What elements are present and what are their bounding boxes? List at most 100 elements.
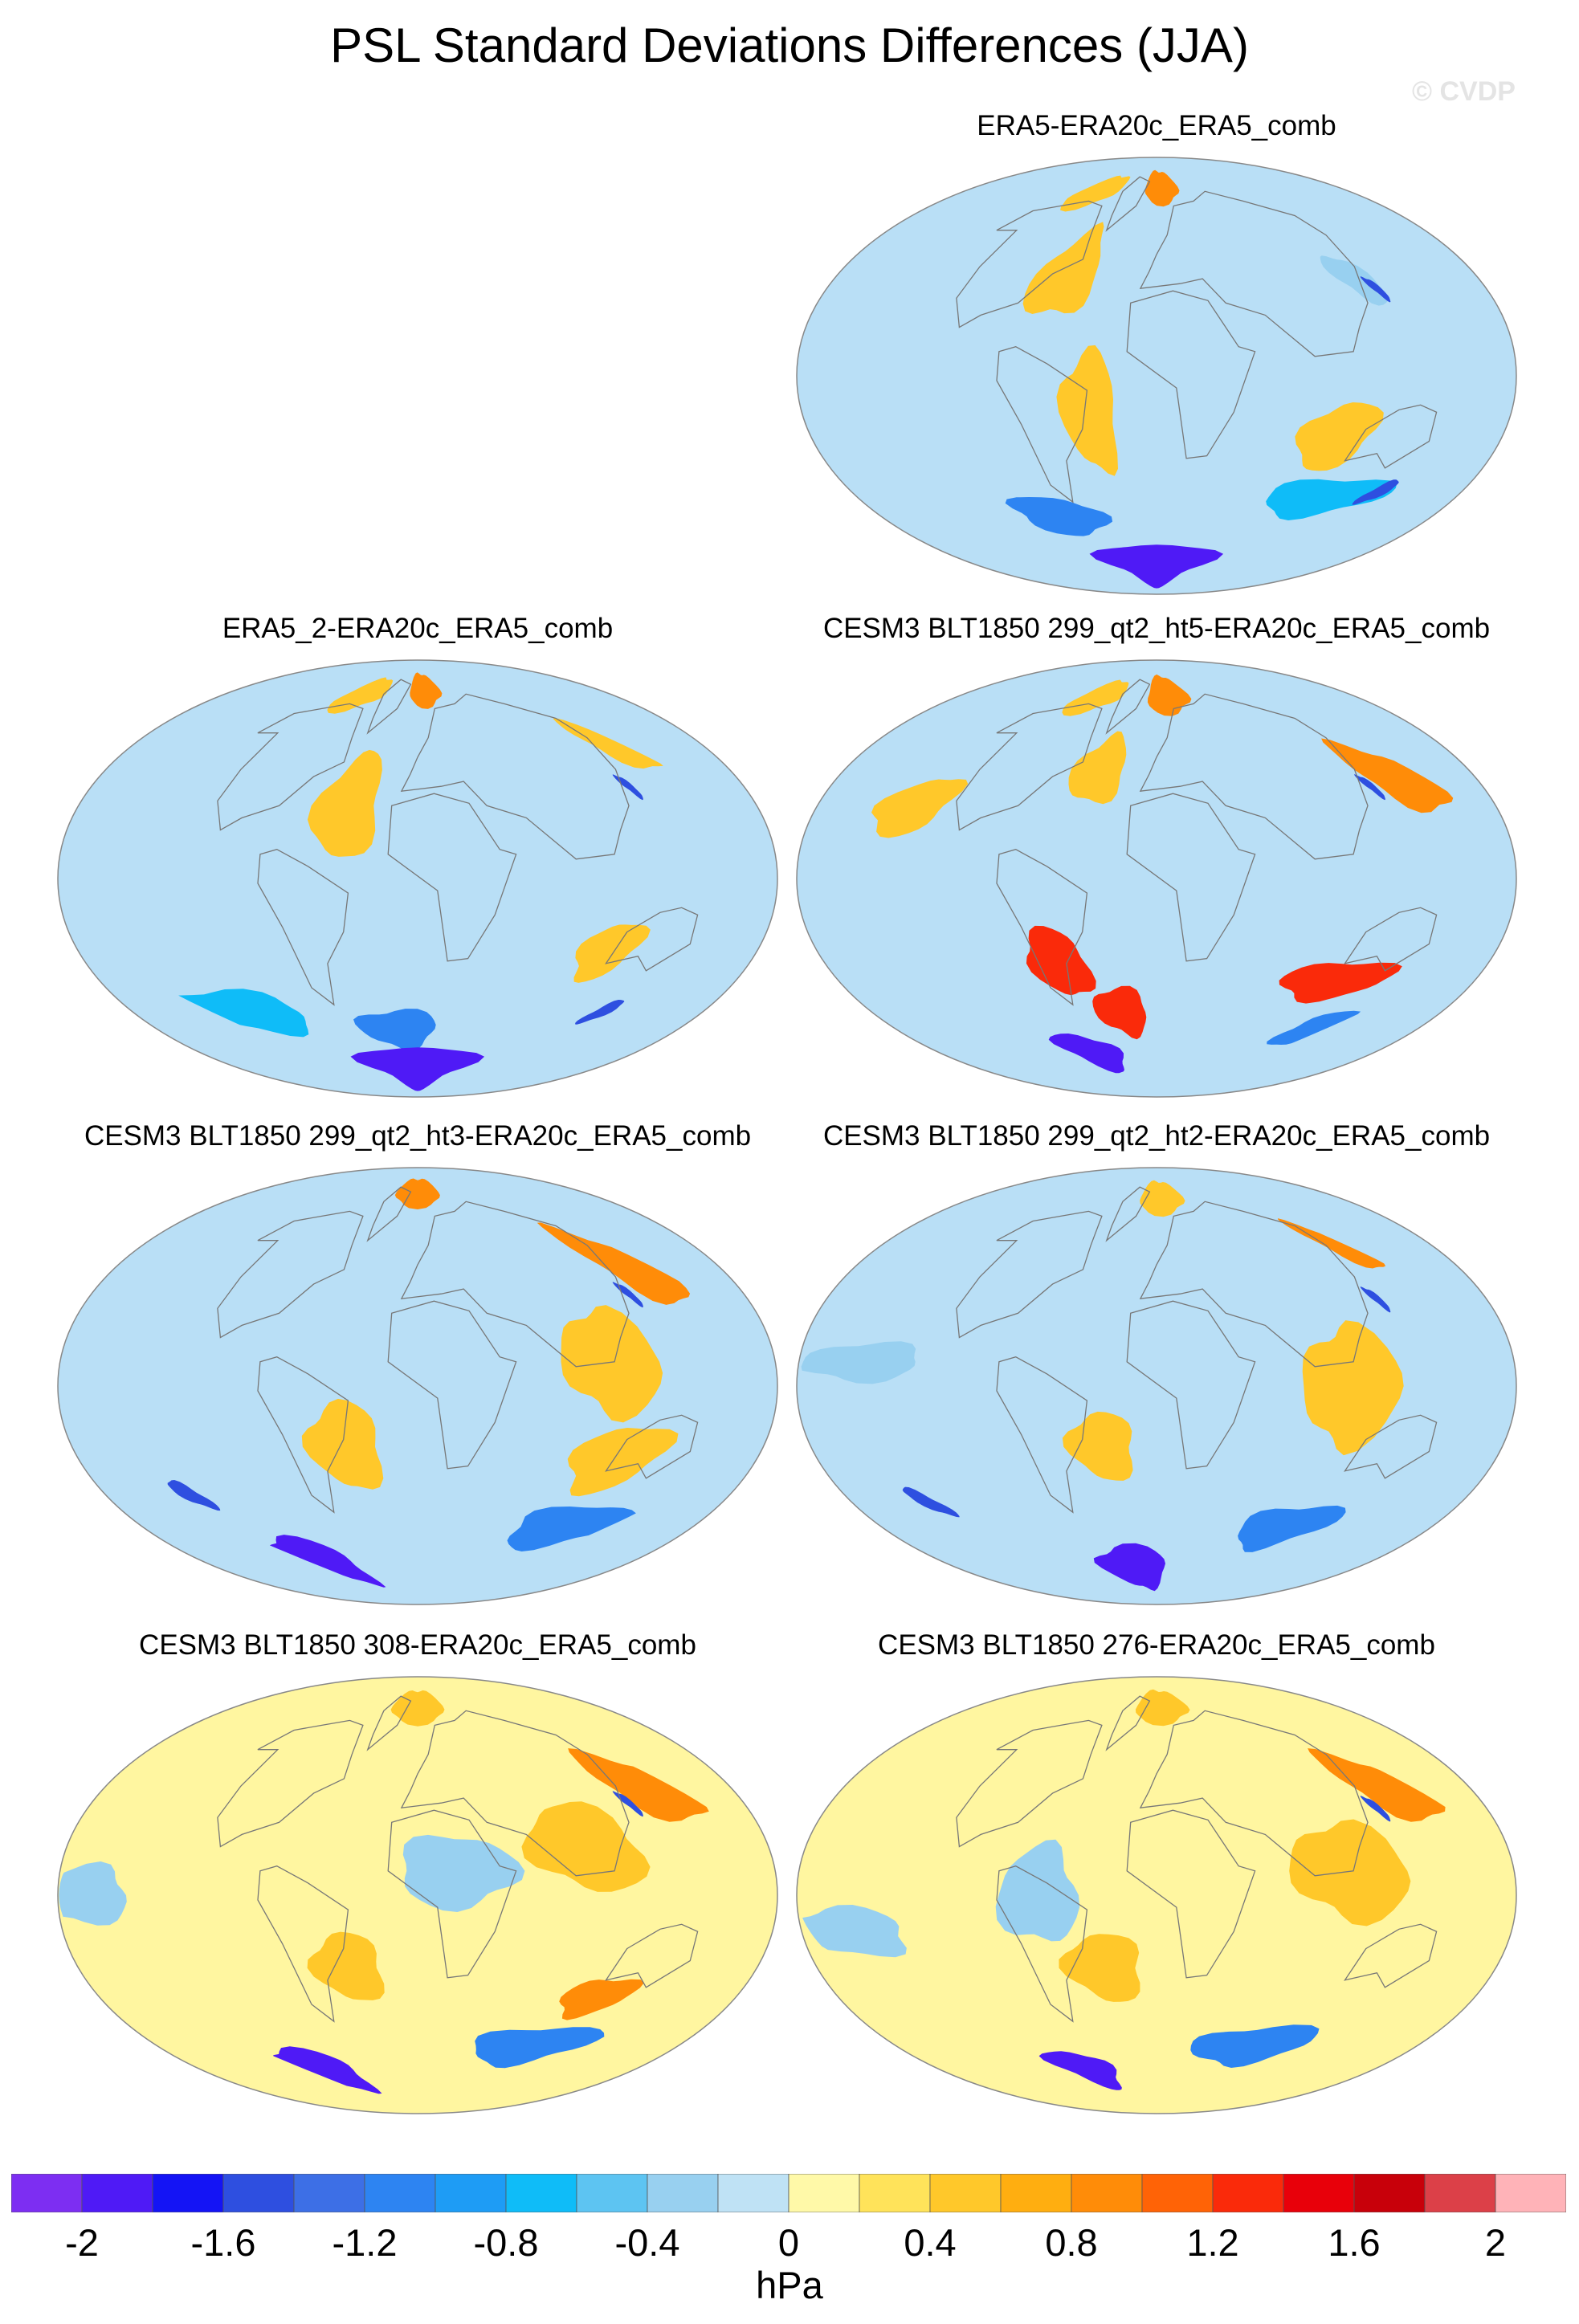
colorbar-tick-label: 1.2 xyxy=(1186,2221,1239,2264)
coastline xyxy=(1105,1186,1151,1242)
coastline xyxy=(366,679,412,735)
coastline xyxy=(217,703,364,831)
map-background-field xyxy=(797,157,1516,594)
anomaly-region xyxy=(350,1047,485,1091)
anomaly-region xyxy=(801,1341,916,1384)
anomaly-region xyxy=(1005,497,1113,536)
anomaly-region xyxy=(1093,1543,1165,1592)
coastline xyxy=(257,849,349,1006)
anomaly-region xyxy=(475,2027,605,2069)
coastline xyxy=(1126,1300,1256,1470)
map-panel xyxy=(795,156,1518,596)
coastline xyxy=(1139,1201,1369,1368)
colorbar-tick-label: -1.6 xyxy=(190,2221,256,2264)
anomaly-region xyxy=(1266,479,1397,520)
coastline xyxy=(996,1865,1088,2023)
colorbar-tick-label: 2 xyxy=(1484,2221,1507,2264)
coastline xyxy=(1126,290,1256,459)
anomaly-region xyxy=(301,1398,384,1490)
anomaly-region xyxy=(353,1009,436,1052)
map-panel xyxy=(56,1166,779,1606)
anomaly-region xyxy=(995,1839,1080,1942)
anomaly-region xyxy=(568,1748,709,1822)
coastline xyxy=(605,1923,699,1988)
colorbar-box xyxy=(859,2174,931,2212)
colorbar-tick-label: 0.8 xyxy=(1045,2221,1098,2264)
anomaly-region xyxy=(1267,1010,1361,1045)
coastline xyxy=(956,200,1103,328)
coastline xyxy=(217,1719,364,1848)
colorbar-box xyxy=(1000,2174,1072,2212)
anomaly-region xyxy=(1321,738,1454,813)
coastline xyxy=(605,1414,699,1479)
anomaly-region xyxy=(561,1305,663,1423)
colorbar-box xyxy=(1495,2174,1566,2212)
anomaly-region xyxy=(521,1801,651,1892)
map-svg xyxy=(796,659,1517,1098)
map-border xyxy=(796,659,1517,1098)
anomaly-region xyxy=(1190,2024,1320,2068)
coastline xyxy=(605,907,699,972)
coastline xyxy=(1344,404,1438,469)
anomaly-region xyxy=(553,717,663,769)
panel-title: CESM3 BLT1850 299_qt2_ht2-ERA20c_ERA5_co… xyxy=(822,1120,1491,1152)
map-panel xyxy=(795,1166,1518,1606)
coastline xyxy=(1126,793,1256,962)
map-border xyxy=(796,157,1517,595)
colorbar-box xyxy=(222,2174,295,2212)
colorbar-box xyxy=(788,2174,860,2212)
colorbar-box xyxy=(1283,2174,1355,2212)
anomaly-region xyxy=(507,1507,636,1551)
map-panel xyxy=(795,658,1518,1099)
anomaly-region xyxy=(390,1690,445,1727)
anomaly-region xyxy=(567,1428,679,1497)
map-border xyxy=(796,1167,1517,1605)
coastline xyxy=(366,1695,412,1751)
map-svg xyxy=(57,1676,778,2114)
anomaly-region xyxy=(167,1480,221,1511)
coastline xyxy=(387,1300,517,1470)
panel-title: ERA5_2-ERA20c_ERA5_comb xyxy=(222,613,614,644)
coastline xyxy=(1105,176,1151,232)
anomaly-region xyxy=(307,749,382,857)
anomaly-region xyxy=(410,672,443,709)
anomaly-region xyxy=(802,1905,907,1958)
coastline xyxy=(387,1809,517,1979)
colorbar-box xyxy=(364,2174,436,2212)
map-background-field xyxy=(797,1168,1516,1604)
anomaly-region xyxy=(1022,222,1104,314)
figure-title: PSL Standard Deviations Differences (JJA… xyxy=(330,18,1249,72)
anomaly-region xyxy=(1277,1218,1386,1269)
coastline xyxy=(400,1710,630,1877)
panel-title: CESM3 BLT1850 299_qt2_ht5-ERA20c_ERA5_co… xyxy=(822,613,1491,644)
anomaly-region xyxy=(1056,345,1118,476)
anomaly-region xyxy=(1048,1034,1124,1074)
colorbar-box xyxy=(152,2174,224,2212)
anomaly-region xyxy=(1059,1934,1140,2002)
anomaly-region xyxy=(1068,731,1127,805)
coastline xyxy=(996,1356,1088,1514)
anomaly-region xyxy=(1144,169,1180,207)
anomaly-region xyxy=(1135,1689,1190,1727)
anomaly-region xyxy=(871,779,969,838)
anomaly-region xyxy=(1302,1320,1404,1456)
map-panel xyxy=(56,658,779,1099)
coastline xyxy=(956,1210,1103,1339)
anomaly-region xyxy=(1308,1748,1446,1822)
anomaly-region xyxy=(269,1535,386,1588)
panel-title: CESM3 BLT1850 308-ERA20c_ERA5_comb xyxy=(139,1629,696,1661)
colorbar xyxy=(11,2174,1566,2212)
panel-title: ERA5-ERA20c_ERA5_comb xyxy=(977,110,1336,141)
coastline xyxy=(1139,693,1369,860)
map-border xyxy=(57,1167,778,1605)
colorbar-box xyxy=(1141,2174,1214,2212)
map-background-field xyxy=(58,1168,777,1604)
anomaly-region xyxy=(1092,985,1147,1040)
anomaly-region xyxy=(1147,674,1192,716)
anomaly-region xyxy=(1089,544,1224,589)
anomaly-region xyxy=(1289,1819,1411,1926)
anomaly-region xyxy=(1360,1286,1391,1313)
map-svg xyxy=(57,659,778,1098)
anomaly-region xyxy=(1352,479,1399,505)
coastline xyxy=(257,1865,349,2023)
